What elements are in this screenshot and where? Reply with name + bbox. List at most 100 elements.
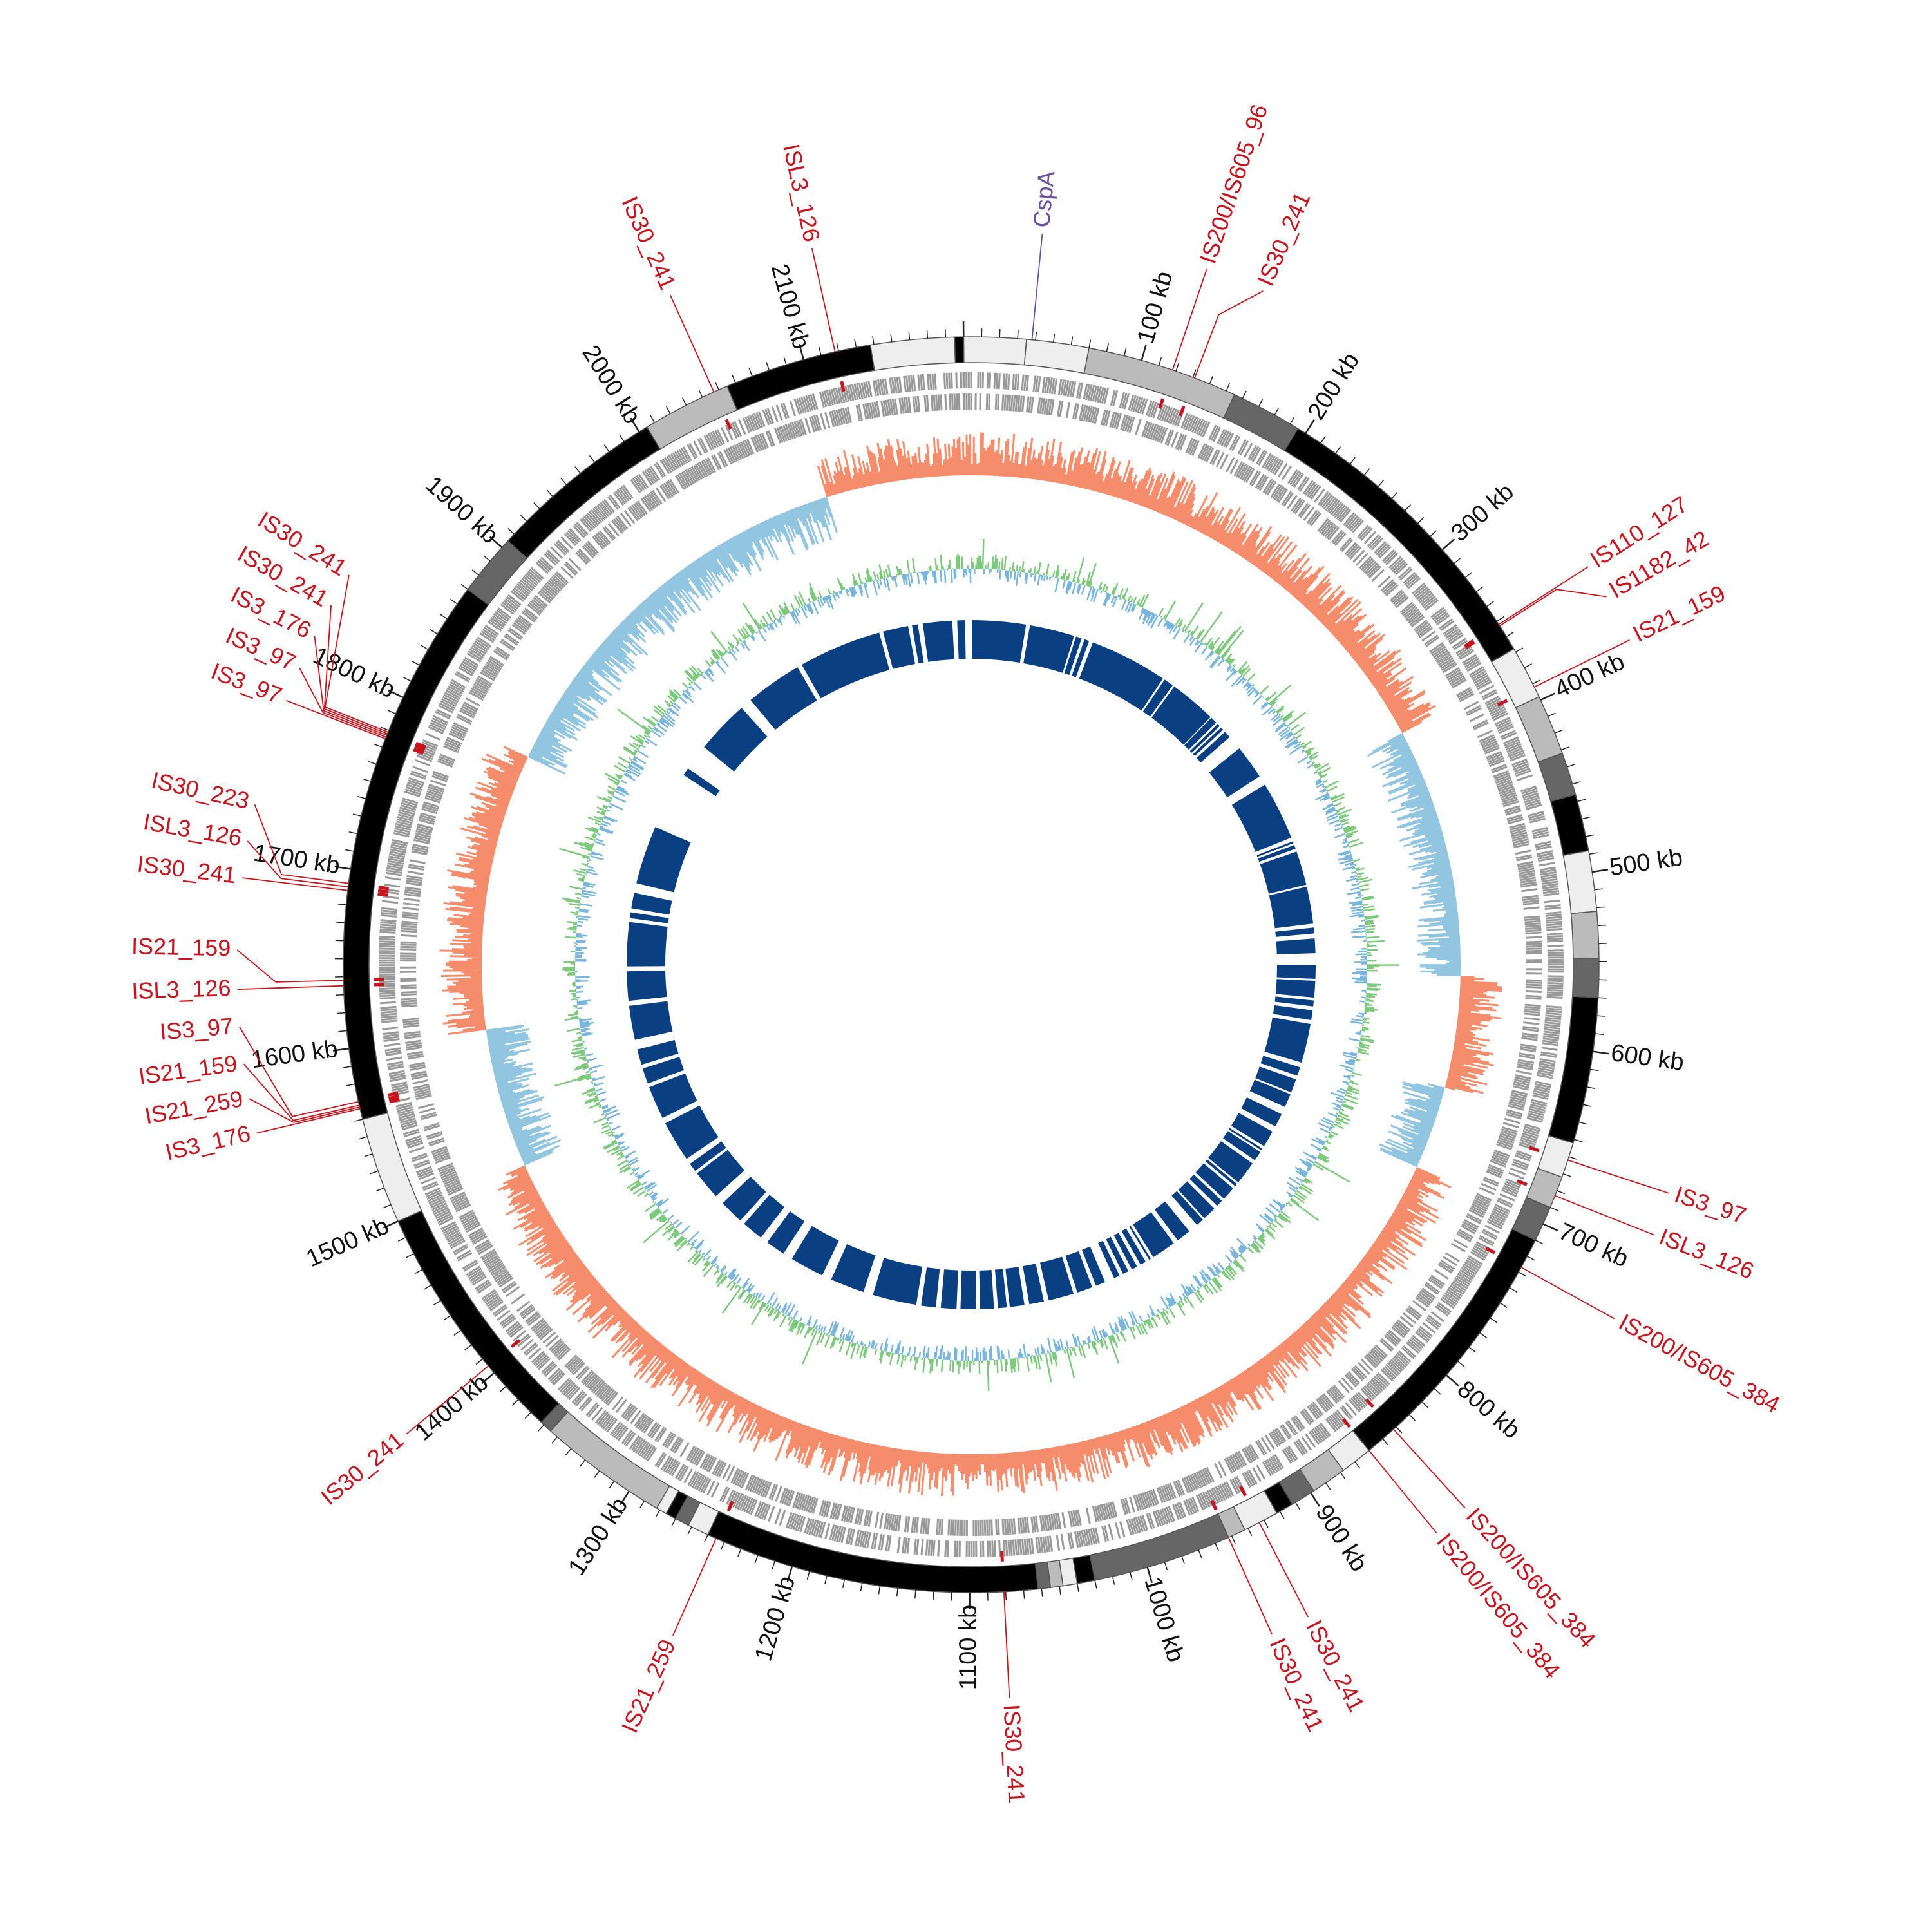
major-tick [1593,1050,1609,1055]
is-annotation-label: IS3_176 [163,1120,253,1166]
collinear-block [1260,1056,1300,1076]
minor-tick [1106,343,1109,352]
minor-tick [1598,924,1607,927]
collinear-block [1178,1181,1215,1218]
minor-tick [1209,375,1214,384]
collinear-block [690,1141,726,1171]
major-tick [1441,538,1455,551]
is-element-marker [1000,1551,1004,1562]
minor-tick [609,1481,615,1489]
collinear-block [957,620,966,659]
collinear-block [1197,732,1230,763]
minor-tick [687,1526,692,1535]
minor-tick [1023,1590,1025,1599]
minor-tick [1572,781,1581,785]
collinear-block [1276,965,1316,979]
minor-tick [1340,1472,1346,1480]
collinear-block [1229,1128,1263,1151]
is-annotation-leader [1534,639,1630,688]
minor-tick [681,397,687,406]
minor-tick [1112,1576,1115,1585]
minor-tick [914,1590,916,1599]
minor-tick [1094,1580,1097,1589]
collinear-block [1208,1141,1253,1182]
is-annotation-leader [236,949,344,983]
minor-tick [603,444,610,452]
minor-tick [766,362,770,371]
minor-tick [551,1436,558,1444]
is-element-marker [377,889,389,894]
minor-tick [655,1510,661,1518]
minor-tick [1577,799,1586,802]
contig-segment [1023,338,1090,374]
collinear-block [979,1269,994,1309]
minor-tick [336,994,345,996]
minor-tick [933,1591,934,1600]
minor-tick [890,333,893,342]
minor-tick [720,1542,725,1550]
minor-tick [412,661,420,666]
minor-tick [842,1579,845,1588]
minor-tick [1215,1543,1219,1551]
major-tick [332,1047,349,1052]
minor-tick [1560,746,1569,751]
major-tick [388,690,404,698]
collinear-block [1223,1131,1261,1160]
is-element-marker [387,1091,399,1097]
minor-tick [1515,647,1524,653]
minor-tick [370,1170,379,1175]
contig-segment [1570,911,1600,959]
minor-tick [1475,586,1484,592]
minor-tick [671,1518,676,1527]
minor-tick [421,645,429,650]
minor-tick [346,1083,355,1086]
collinear-block [1151,686,1211,745]
is-element-marker [377,892,388,897]
minor-tick [453,1330,461,1336]
collinear-block [1023,625,1074,673]
minor-tick [1587,1086,1596,1090]
contig-segment [507,426,661,559]
minor-tick [443,1315,451,1321]
collinear-block [1269,886,1314,929]
minor-tick [704,1534,708,1543]
scale-label: 600 kb [1609,1039,1686,1076]
is-annotation-label: IS21_159 [1629,580,1729,647]
minor-tick [1590,1068,1599,1072]
scale-label: 800 kb [1452,1376,1526,1444]
collinear-block [627,922,668,967]
is-annotation-label: IS3_97 [1671,1181,1749,1229]
minor-tick [1382,1438,1389,1446]
collinear-block [636,827,691,893]
minor-tick [872,336,875,345]
minor-tick [715,382,719,390]
minor-tick [1468,1347,1476,1353]
scale-label: 1200 kb [750,1573,800,1665]
minor-tick [1231,1535,1236,1544]
scale-label: 2100 kb [766,261,815,352]
collinear-block [665,1105,719,1159]
collinear-block [1133,1212,1174,1258]
minor-tick [818,346,822,355]
collinear-block [1098,1240,1120,1278]
collinear-block [972,620,1027,663]
minor-tick [1005,1591,1007,1600]
is-annotation-leader [1520,1267,1615,1320]
collinear-block [1231,784,1292,852]
is-element-marker [1158,398,1165,409]
scale-label: 1600 kb [249,1036,339,1074]
is-element-marker [413,748,424,755]
scale-label: 900 kb [1310,1500,1372,1577]
contig-segment [869,336,956,371]
collinear-block [1275,979,1316,998]
minor-tick [352,813,361,817]
minor-tick [1391,491,1398,499]
is-annotation-leader [669,294,715,393]
scale-label: 400 kb [1551,648,1629,703]
contig-segment [1571,957,1600,999]
is-annotation-label: IS21_159 [131,933,231,961]
collinear-block [1205,1159,1237,1186]
minor-tick [639,1501,645,1508]
minor-tick [878,1586,881,1595]
gc-content-below [575,568,1368,1361]
